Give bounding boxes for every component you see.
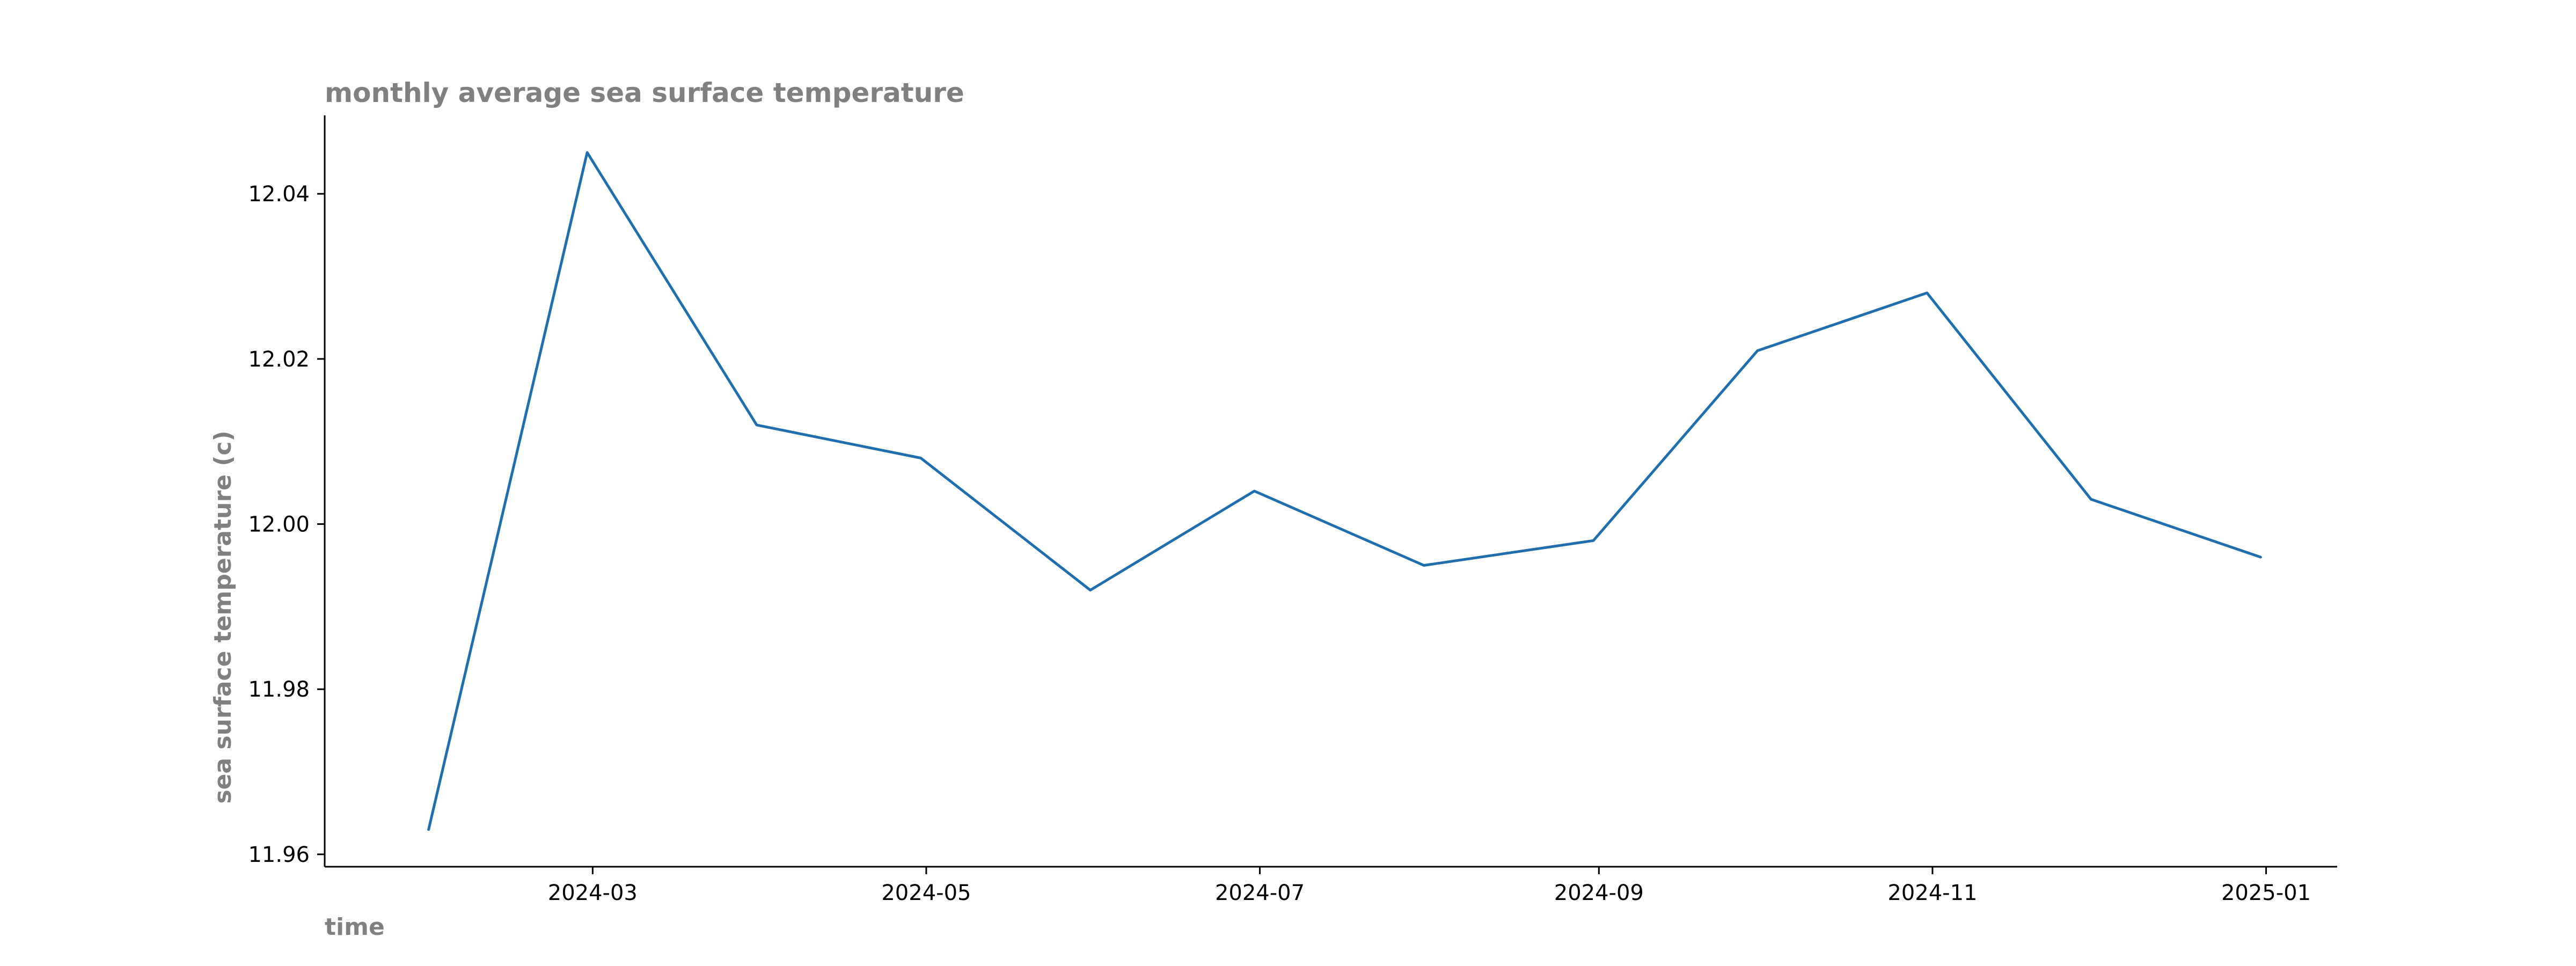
x-tick-label: 2024-03 — [548, 881, 638, 905]
series-line — [427, 151, 2262, 831]
y-tick-label: 11.96 — [248, 843, 310, 867]
x-tick-label: 2024-05 — [881, 881, 971, 905]
y-tick-label: 12.02 — [248, 347, 310, 372]
x-tick-label: 2024-09 — [1554, 881, 1644, 905]
chart-title: monthly average sea surface temperature — [325, 77, 964, 108]
plot-area: 11.96 11.98 12.00 12.02 12.04 2024-03 2024-05 2… — [248, 115, 2337, 905]
y-axis-label: sea surface temperature (c) — [209, 430, 237, 803]
x-tick-label: 2024-11 — [1887, 881, 1977, 905]
x-tick-label: 2025-01 — [2221, 881, 2311, 905]
x-axis-label: time — [325, 913, 385, 941]
y-tick-label: 11.98 — [248, 677, 310, 702]
y-tick-label: 12.00 — [248, 513, 310, 537]
x-tick-label: 2024-07 — [1215, 881, 1305, 905]
y-tick-label: 12.04 — [248, 182, 310, 207]
